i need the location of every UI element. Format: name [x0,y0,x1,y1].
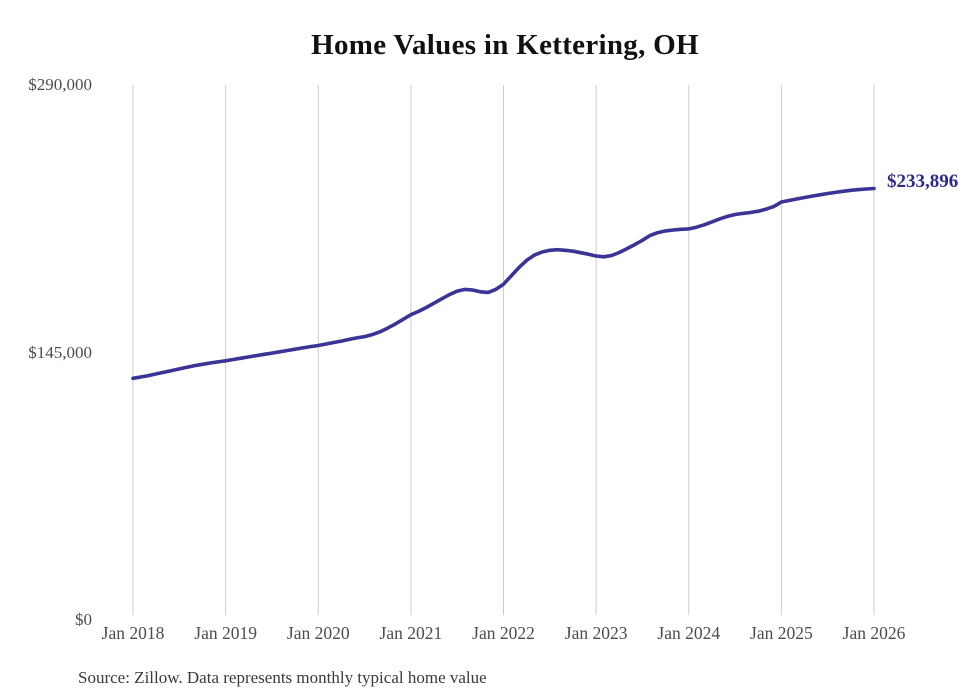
y-axis-tick-label: $290,000 [28,75,92,94]
y-axis-tick-label: $145,000 [28,342,92,362]
x-axis-tick-label: Jan 2019 [194,623,257,643]
x-axis-tick-label: Jan 2026 [842,623,906,643]
x-axis-tick-label: Jan 2025 [750,623,813,643]
home-value-line [131,186,876,381]
x-axis-tick-label: Jan 2021 [379,623,443,643]
source-note: Source: Zillow. Data represents monthly … [78,668,487,687]
gridlines-group [132,85,875,615]
x-axis-tick-label: Jan 2022 [472,623,535,643]
x-axis-tick-label: Jan 2024 [657,623,721,643]
end-value-label: $233,896 [887,170,959,192]
x-axis-tick-label: Jan 2023 [564,623,628,643]
chart-title: Home Values in Kettering, OH [311,29,699,61]
x-axis-tick-label: Jan 2018 [101,623,165,643]
x-axis-tick-label: Jan 2020 [286,623,350,643]
y-axis-tick-label: $0 [75,610,92,629]
